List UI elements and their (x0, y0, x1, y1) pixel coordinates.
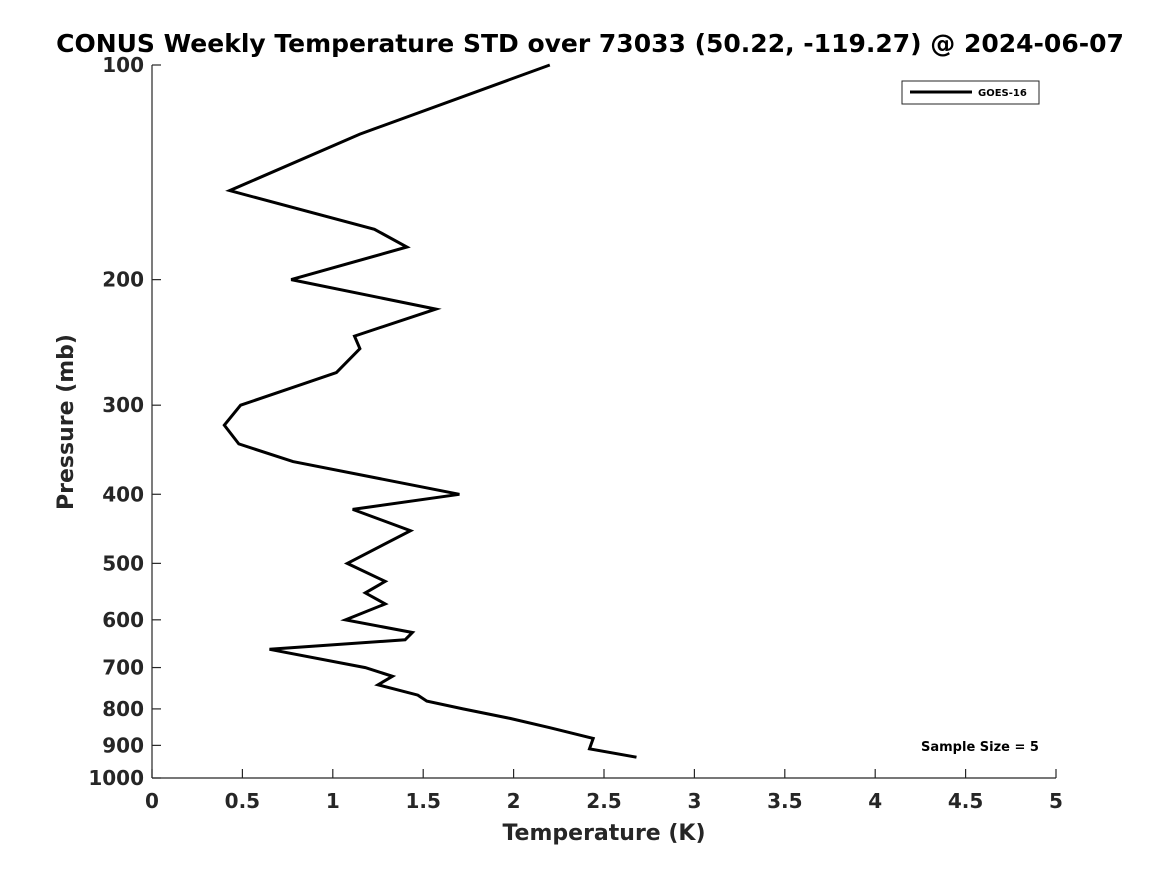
sample-size-annotation: Sample Size = 5 (921, 740, 1039, 755)
x-tick-label: 4 (868, 789, 882, 813)
x-tick-label: 1.5 (405, 789, 440, 813)
x-tick-label: 3.5 (767, 789, 802, 813)
x-tick-label: 1 (326, 789, 340, 813)
x-axis-label: Temperature (K) (502, 821, 705, 846)
legend: GOES-16 (901, 80, 1040, 105)
y-axis-label: Pressure (mb) (54, 334, 79, 510)
series-layer (222, 63, 637, 759)
x-tick-label: 2.5 (586, 789, 621, 813)
x-ticks: 0 0.5 1 1.5 2 2.5 3 3.5 4 4.5 5 (145, 769, 1063, 813)
axes (151, 65, 1056, 779)
y-ticks: 100 200 300 400 500 600 700 800 900 1000 (88, 53, 161, 790)
x-tick-label: 5 (1049, 789, 1063, 813)
x-tick-label: 4.5 (948, 789, 983, 813)
y-tick-label: 700 (102, 656, 144, 680)
y-tick-label: 900 (102, 733, 144, 757)
legend-label-goes-16: GOES-16 (978, 88, 1027, 99)
y-tick-label: 500 (102, 551, 144, 575)
y-tick-label: 800 (102, 697, 144, 721)
y-tick-label: 600 (102, 608, 144, 632)
y-tick-label: 200 (102, 268, 144, 292)
x-tick-label: 3 (687, 789, 701, 813)
y-tick-label: 100 (102, 53, 144, 77)
series-line-goes-16 (222, 63, 637, 759)
y-tick-label: 1000 (88, 766, 144, 790)
x-tick-label: 0.5 (225, 789, 260, 813)
chart-title: CONUS Weekly Temperature STD over 73033 … (56, 29, 1124, 58)
y-tick-label: 400 (102, 482, 144, 506)
x-tick-label: 2 (507, 789, 521, 813)
y-tick-label: 300 (102, 393, 144, 417)
x-tick-label: 0 (145, 789, 159, 813)
